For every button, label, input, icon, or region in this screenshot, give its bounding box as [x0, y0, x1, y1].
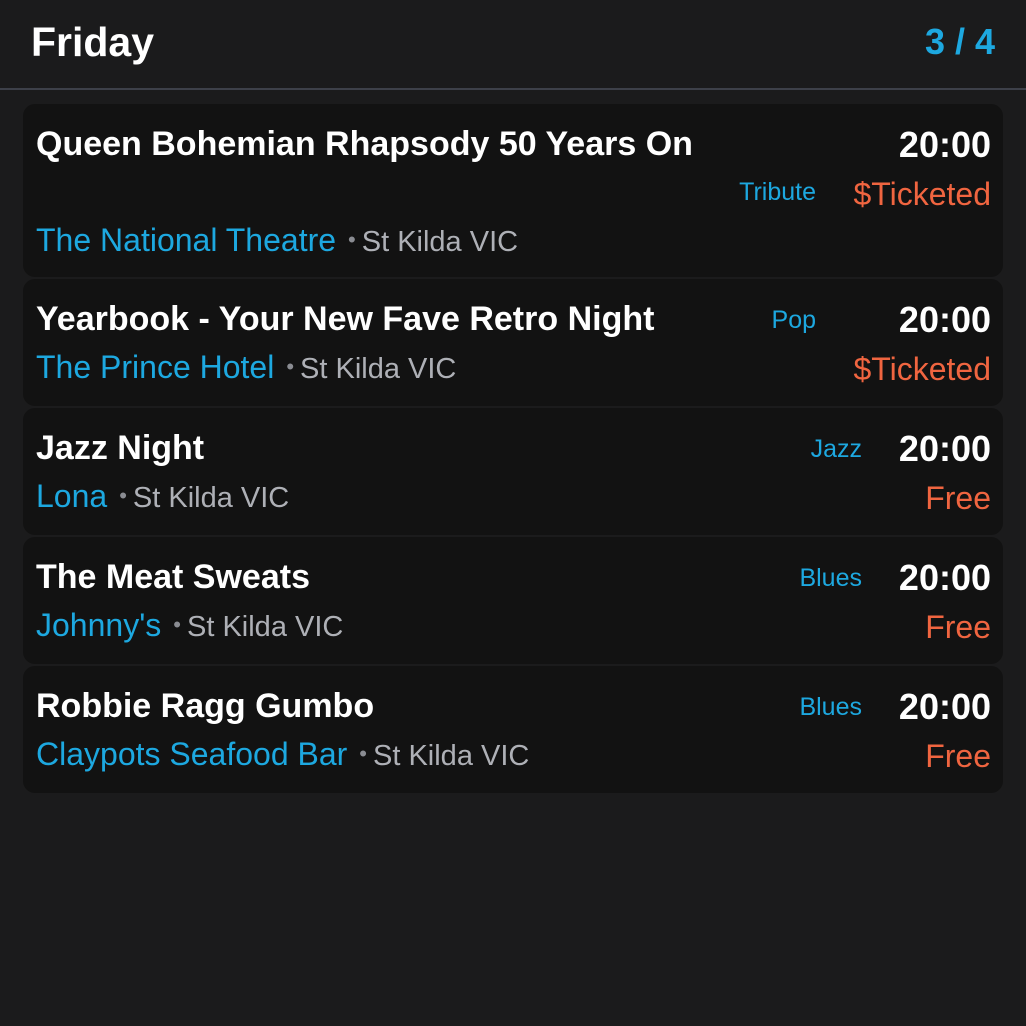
event-location: The Prince Hotel • St Kilda VIC	[36, 349, 456, 386]
event-price: $Ticketed	[853, 351, 991, 387]
suburb-label: St Kilda VIC	[187, 611, 344, 643]
event-list: Queen Bohemian Rhapsody 50 Years On The …	[0, 90, 1026, 793]
event-title: Jazz Night	[36, 429, 205, 467]
suburb-label: St Kilda VIC	[132, 482, 290, 514]
event-card[interactable]: Robbie Ragg Gumbo Claypots Seafood Bar • S…	[23, 666, 1003, 793]
genre-tag: Blues	[799, 693, 862, 721]
event-title: Yearbook - Your New Fave Retro Night	[36, 300, 655, 338]
genre-tag: Pop	[771, 306, 816, 334]
event-title: Queen Bohemian Rhapsody 50 Years On	[36, 125, 693, 163]
event-location: The National Theatre • St Kilda VIC	[36, 222, 518, 259]
suburb-label: St Kilda VIC	[300, 353, 457, 385]
separator-dot: •	[348, 227, 356, 252]
event-time: 20:00	[898, 428, 991, 469]
event-time: 20:00	[898, 557, 991, 598]
venue-link[interactable]: The National Theatre	[36, 222, 337, 258]
event-price: Free	[925, 738, 991, 774]
day-title: Friday	[31, 18, 155, 65]
genre-tag: Tribute	[739, 178, 816, 206]
event-price: Free	[925, 480, 991, 516]
event-card[interactable]: Jazz Night Lona • St Kilda VIC Jazz 20:00 …	[23, 408, 1003, 535]
venue-link[interactable]: Lona	[36, 478, 108, 514]
venue-link[interactable]: Johnny's	[36, 607, 162, 643]
event-price: $Ticketed	[853, 176, 991, 212]
separator-dot: •	[359, 741, 367, 766]
suburb-label: St Kilda VIC	[373, 740, 530, 772]
separator-dot: •	[173, 612, 181, 637]
separator-dot: •	[286, 354, 295, 379]
event-location: Johnny's • St Kilda VIC	[36, 607, 343, 644]
separator-dot: •	[119, 483, 127, 508]
event-location: Claypots Seafood Bar • St Kilda VIC	[36, 736, 529, 773]
event-card[interactable]: Yearbook - Your New Fave Retro Night The…	[23, 279, 1003, 406]
venue-link[interactable]: Claypots Seafood Bar	[36, 736, 348, 772]
suburb-label: St Kilda VIC	[361, 226, 519, 258]
event-location: Lona • St Kilda VIC	[36, 478, 289, 515]
event-card[interactable]: Queen Bohemian Rhapsody 50 Years On The …	[23, 104, 1003, 277]
event-price: Free	[925, 609, 991, 645]
genre-tag: Jazz	[810, 435, 862, 463]
page-counter: 3 / 4	[924, 21, 995, 62]
event-time: 20:00	[898, 124, 991, 165]
event-time: 20:00	[898, 299, 991, 340]
event-title: The Meat Sweats	[36, 558, 310, 596]
event-card[interactable]: The Meat Sweats Johnny's • St Kilda VIC Bl…	[23, 537, 1003, 664]
genre-tag: Blues	[799, 564, 862, 592]
event-time: 20:00	[898, 686, 991, 727]
event-title: Robbie Ragg Gumbo	[36, 687, 375, 725]
venue-link[interactable]: The Prince Hotel	[36, 349, 275, 385]
day-header: Friday 3 / 4	[0, 0, 1026, 90]
